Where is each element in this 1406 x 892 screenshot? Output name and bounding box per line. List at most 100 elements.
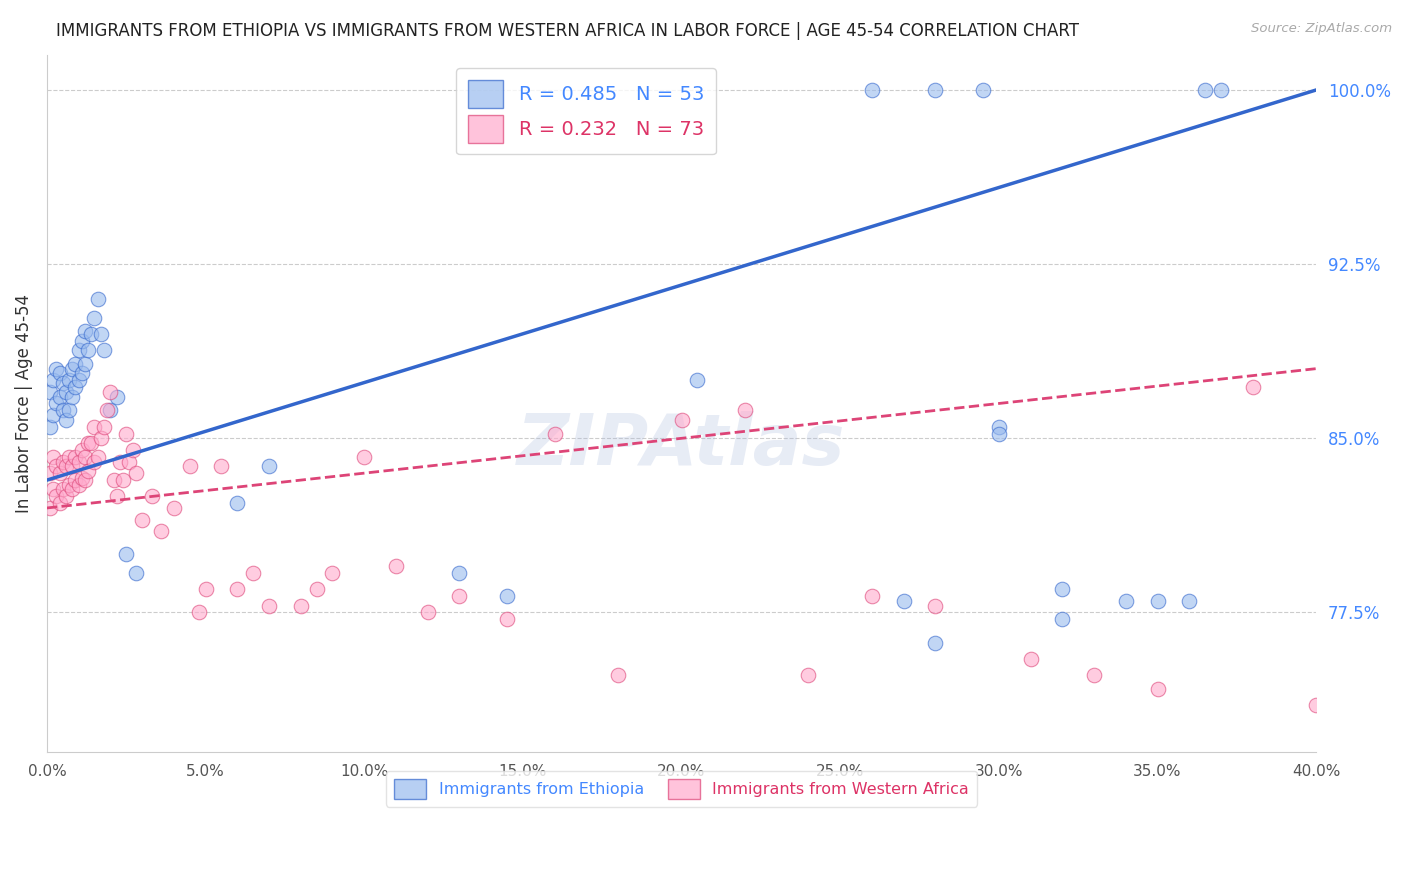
Point (797, 668, 820, 682)
Point (39, 384, 62, 399)
Point (83, 310, 105, 325)
Point (1194, 83, 1216, 97)
Point (67, 477, 90, 491)
Point (671, 413, 693, 427)
Point (55, 459, 77, 474)
Point (1052, 582, 1074, 597)
Point (1305, 698, 1327, 713)
Point (179, 459, 201, 474)
Point (226, 496, 249, 510)
Point (39, 466, 62, 480)
Point (385, 559, 408, 574)
Point (972, 83, 994, 97)
Point (893, 594, 915, 608)
Point (1083, 668, 1105, 682)
Point (353, 450, 375, 464)
Point (1209, 83, 1232, 97)
Point (1146, 682, 1168, 697)
Point (496, 612, 519, 626)
Point (141, 489, 163, 503)
Point (73, 450, 96, 464)
Point (77, 436, 100, 450)
Point (45, 459, 67, 474)
Point (65, 473, 87, 487)
Point (52, 376, 75, 390)
Point (125, 566, 148, 580)
Point (188, 606, 211, 620)
Point (86, 450, 108, 464)
Point (73, 357, 96, 371)
Point (73, 473, 96, 487)
Point (42, 408, 65, 422)
Text: ZIPAtlas: ZIPAtlas (517, 411, 846, 480)
Point (70, 366, 93, 380)
Point (58, 450, 80, 464)
Point (226, 582, 249, 597)
Point (686, 373, 709, 387)
Point (987, 426, 1010, 441)
Point (52, 454, 75, 468)
Point (543, 426, 565, 441)
Point (58, 477, 80, 491)
Text: Source: ZipAtlas.com: Source: ZipAtlas.com (1251, 22, 1392, 36)
Point (90, 326, 112, 341)
Point (209, 459, 232, 474)
Point (83, 419, 105, 434)
Point (67, 454, 90, 468)
Point (52, 483, 75, 497)
Point (58, 373, 80, 387)
Point (67, 373, 90, 387)
Point (734, 403, 756, 417)
Point (112, 473, 135, 487)
Point (65, 450, 87, 464)
Point (48, 466, 70, 480)
Point (150, 524, 173, 539)
Point (58, 403, 80, 417)
Point (115, 426, 138, 441)
Point (242, 566, 264, 580)
Point (924, 83, 946, 97)
Point (496, 589, 519, 603)
Point (257, 599, 280, 613)
Point (45, 361, 67, 376)
Point (67, 343, 90, 357)
Point (65, 357, 87, 371)
Point (77, 464, 100, 478)
Point (103, 473, 125, 487)
Point (1178, 594, 1201, 608)
Point (86, 292, 108, 306)
Point (305, 582, 328, 597)
Point (1241, 380, 1264, 394)
Point (80, 436, 103, 450)
Point (42, 483, 65, 497)
Point (48, 390, 70, 404)
Point (1019, 652, 1042, 666)
Point (924, 635, 946, 649)
Point (60, 361, 83, 376)
Point (105, 489, 128, 503)
Y-axis label: In Labor Force | Age 45-54: In Labor Force | Age 45-54 (15, 294, 32, 513)
Point (83, 454, 105, 468)
Point (607, 668, 630, 682)
Point (70, 334, 93, 348)
Point (257, 459, 280, 474)
Point (449, 566, 471, 580)
Point (93, 343, 115, 357)
Point (131, 512, 153, 526)
Point (42, 450, 65, 464)
Point (290, 599, 312, 613)
Point (115, 548, 138, 562)
Point (125, 466, 148, 480)
Point (449, 589, 471, 603)
Point (1052, 612, 1074, 626)
Point (70, 471, 93, 485)
Point (73, 325, 96, 339)
Point (93, 419, 115, 434)
Point (60, 483, 83, 497)
Point (860, 589, 883, 603)
Point (77, 343, 100, 357)
Point (42, 373, 65, 387)
Point (105, 390, 128, 404)
Point (98, 403, 121, 417)
Point (987, 419, 1010, 434)
